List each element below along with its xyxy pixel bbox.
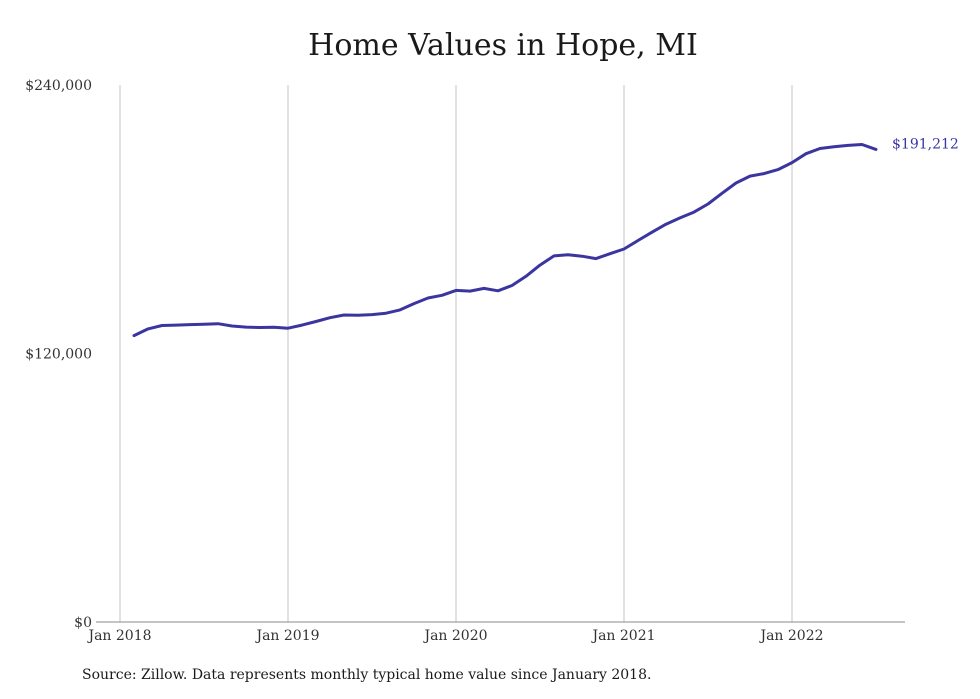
data-point — [469, 290, 472, 293]
chart-title: Home Values in Hope, MI — [308, 28, 698, 63]
data-point — [343, 314, 346, 317]
data-point — [805, 152, 808, 155]
y-tick-label: $120,000 — [25, 347, 92, 363]
data-point — [273, 326, 276, 329]
data-point — [763, 172, 766, 175]
data-point — [749, 175, 752, 178]
y-tick-label: $0 — [74, 615, 92, 631]
data-point — [203, 323, 206, 326]
data-point — [483, 287, 486, 290]
data-point — [553, 254, 556, 257]
data-point — [399, 308, 402, 311]
data-point — [875, 148, 878, 151]
data-point — [357, 314, 360, 317]
end-value-label: $191,212 — [892, 136, 959, 152]
x-tick-label: Jan 2021 — [590, 628, 655, 644]
data-point — [665, 223, 668, 226]
series-line — [132, 143, 878, 338]
data-point — [455, 289, 458, 292]
gridlines — [119, 85, 793, 622]
data-point — [819, 147, 822, 150]
data-point — [511, 284, 514, 287]
data-point — [147, 327, 150, 330]
data-point — [413, 302, 416, 305]
data-point — [721, 192, 724, 195]
data-point — [315, 320, 318, 323]
x-tick-label: Jan 2018 — [86, 628, 151, 644]
data-point — [693, 211, 696, 214]
y-tick-label: $240,000 — [25, 78, 92, 94]
data-point — [497, 289, 500, 292]
data-point — [259, 326, 262, 329]
series: $191,212 — [132, 136, 959, 338]
tick-labels: Jan 2018 Jan 2019 Jan 2020 Jan 2021 Jan 2022… — [25, 78, 823, 644]
data-point — [609, 252, 612, 255]
data-point — [679, 216, 682, 219]
data-point — [651, 231, 654, 234]
data-point — [371, 313, 374, 316]
data-point — [581, 255, 584, 258]
data-point — [301, 324, 304, 327]
data-point — [595, 257, 598, 260]
data-point — [637, 239, 640, 242]
data-point — [231, 324, 234, 327]
data-point — [791, 161, 794, 164]
data-point — [525, 275, 528, 278]
data-point — [287, 327, 290, 330]
source-note: Source: Zillow. Data represents monthly … — [82, 667, 652, 683]
x-tick-label: Jan 2020 — [422, 628, 487, 644]
data-point — [777, 168, 780, 171]
data-point — [567, 253, 570, 256]
data-point — [175, 324, 178, 327]
data-point — [735, 182, 738, 185]
data-point — [847, 144, 850, 147]
data-point — [623, 248, 626, 251]
data-point — [833, 145, 836, 148]
data-point — [441, 294, 444, 297]
x-tick-label: Jan 2019 — [254, 628, 319, 644]
data-point — [329, 316, 332, 319]
data-point — [707, 203, 710, 206]
data-point — [217, 322, 220, 325]
data-point — [161, 324, 164, 327]
data-point — [189, 323, 192, 326]
data-point — [539, 264, 542, 267]
data-point — [133, 334, 136, 337]
data-point — [427, 297, 430, 300]
x-tick-label: Jan 2022 — [758, 628, 823, 644]
data-point — [385, 312, 388, 315]
data-point — [245, 326, 248, 329]
data-point — [861, 143, 864, 146]
